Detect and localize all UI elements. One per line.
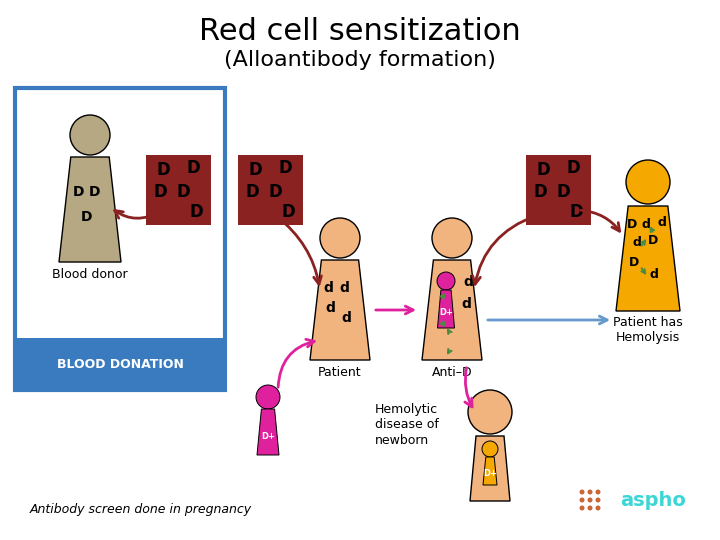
Circle shape bbox=[482, 441, 498, 457]
Polygon shape bbox=[310, 260, 370, 360]
Text: Anti–D: Anti–D bbox=[432, 366, 472, 379]
Bar bbox=[238, 155, 302, 225]
Text: D: D bbox=[627, 218, 637, 231]
Bar bbox=[15, 338, 225, 390]
Circle shape bbox=[595, 497, 600, 503]
Circle shape bbox=[432, 218, 472, 258]
Circle shape bbox=[437, 272, 455, 290]
Text: d: d bbox=[633, 235, 642, 248]
Text: d: d bbox=[461, 297, 471, 311]
Polygon shape bbox=[438, 290, 454, 328]
Circle shape bbox=[70, 115, 110, 155]
Text: Patient has: Patient has bbox=[613, 316, 683, 329]
Text: Hemolytic: Hemolytic bbox=[375, 403, 438, 416]
Text: d: d bbox=[642, 218, 650, 231]
Text: BLOOD DONATION: BLOOD DONATION bbox=[57, 357, 184, 370]
FancyBboxPatch shape bbox=[15, 88, 225, 390]
Circle shape bbox=[580, 505, 585, 510]
Text: D: D bbox=[281, 203, 295, 221]
Polygon shape bbox=[422, 260, 482, 360]
Text: D+: D+ bbox=[483, 469, 497, 478]
Polygon shape bbox=[616, 206, 680, 311]
Circle shape bbox=[580, 489, 585, 495]
Text: D: D bbox=[648, 233, 658, 246]
Circle shape bbox=[580, 497, 585, 503]
Circle shape bbox=[588, 497, 593, 503]
Polygon shape bbox=[257, 409, 279, 455]
Text: D: D bbox=[268, 183, 282, 201]
Text: d: d bbox=[649, 267, 658, 280]
Circle shape bbox=[595, 505, 600, 510]
Text: D: D bbox=[556, 183, 570, 201]
Circle shape bbox=[468, 390, 512, 434]
Text: disease of: disease of bbox=[375, 418, 439, 431]
Text: D: D bbox=[536, 161, 550, 179]
Text: d: d bbox=[325, 301, 335, 315]
Text: Blood donor: Blood donor bbox=[52, 267, 128, 280]
Text: d: d bbox=[657, 215, 667, 228]
Circle shape bbox=[626, 160, 670, 204]
Circle shape bbox=[588, 489, 593, 495]
Text: d: d bbox=[323, 281, 333, 295]
Text: (Alloantibody formation): (Alloantibody formation) bbox=[224, 50, 496, 70]
Polygon shape bbox=[470, 436, 510, 501]
Text: D+: D+ bbox=[439, 308, 453, 318]
Text: D: D bbox=[81, 210, 93, 224]
Text: aspho: aspho bbox=[620, 490, 686, 510]
Text: newborn: newborn bbox=[375, 434, 429, 447]
Circle shape bbox=[588, 505, 593, 510]
Text: d: d bbox=[341, 311, 351, 325]
Text: Hemolysis: Hemolysis bbox=[616, 330, 680, 343]
Bar bbox=[526, 155, 590, 225]
Polygon shape bbox=[59, 157, 121, 262]
Polygon shape bbox=[483, 457, 497, 485]
Text: d: d bbox=[339, 281, 349, 295]
Text: D: D bbox=[569, 203, 583, 221]
Circle shape bbox=[320, 218, 360, 258]
Text: D: D bbox=[278, 159, 292, 177]
Bar bbox=[145, 155, 210, 225]
Text: D: D bbox=[156, 161, 170, 179]
Text: d: d bbox=[463, 275, 473, 289]
Text: D: D bbox=[245, 183, 259, 201]
Circle shape bbox=[595, 489, 600, 495]
Text: D: D bbox=[73, 185, 85, 199]
Text: Antibody screen done in pregnancy: Antibody screen done in pregnancy bbox=[30, 503, 252, 516]
Text: Patient: Patient bbox=[318, 366, 362, 379]
Text: D: D bbox=[248, 161, 262, 179]
Text: D: D bbox=[533, 183, 547, 201]
Text: D: D bbox=[176, 183, 190, 201]
Text: D: D bbox=[566, 159, 580, 177]
Text: D: D bbox=[153, 183, 167, 201]
Text: D: D bbox=[189, 203, 203, 221]
Text: Red cell sensitization: Red cell sensitization bbox=[199, 17, 521, 46]
Circle shape bbox=[256, 385, 280, 409]
Text: D: D bbox=[89, 185, 101, 199]
Text: D: D bbox=[186, 159, 200, 177]
Text: D+: D+ bbox=[261, 432, 275, 441]
Text: D: D bbox=[629, 255, 639, 268]
